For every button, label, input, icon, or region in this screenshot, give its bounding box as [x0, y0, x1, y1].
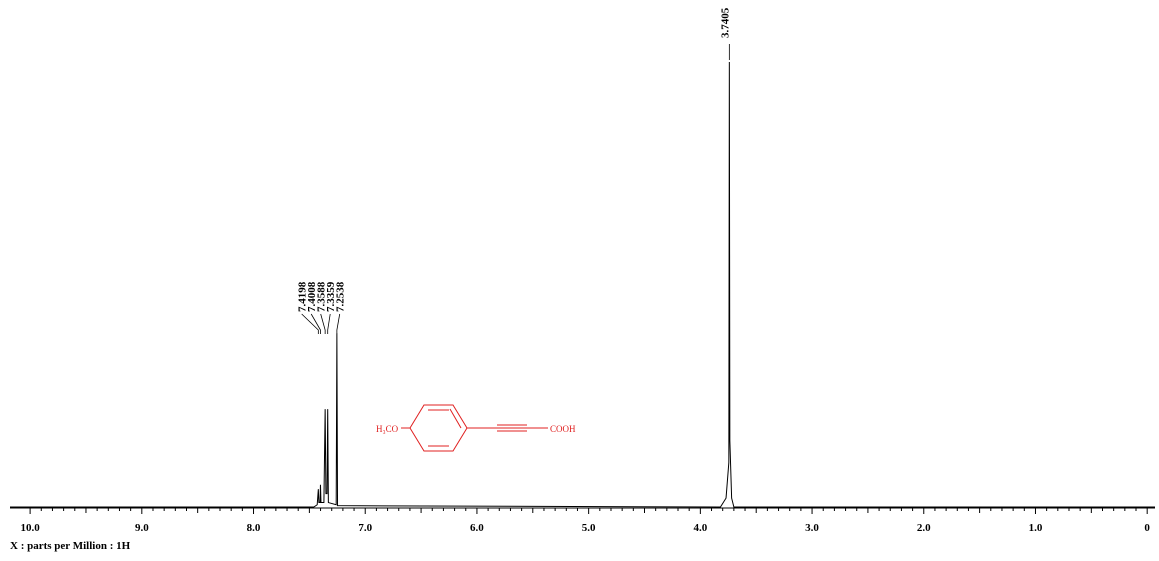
peak-label: 7.4198 [297, 281, 309, 312]
peak-label: 3.7405 [719, 7, 731, 38]
peak-label: 7.3588 [316, 281, 328, 312]
peak-connector [336, 313, 341, 334]
structure-left: H₃CO [376, 424, 399, 434]
peak-label: 7.4008 [306, 281, 318, 312]
structure-right: COOH [550, 424, 576, 434]
x-tick-label: 5.0 [582, 522, 596, 534]
structure: H₃CO COOH [376, 404, 576, 452]
peak-connector [310, 313, 321, 334]
x-tick-label: 1.0 [1029, 522, 1043, 534]
x-tick-label: 7.0 [358, 522, 372, 534]
spectrum-line [10, 61, 1155, 508]
x-tick-label: 2.0 [917, 522, 931, 534]
axis-label: X : parts per Million : 1H [10, 540, 131, 552]
x-tick-label: 6.0 [470, 522, 484, 534]
x-tick-label: 0 [1144, 522, 1150, 534]
peak-connector [320, 313, 326, 334]
peak-connector [301, 313, 319, 334]
x-tick-label: 3.0 [805, 522, 819, 534]
peak-label: 7.3359 [325, 281, 337, 312]
x-tick-label: 8.0 [247, 522, 261, 534]
x-tick-label: 10.0 [20, 522, 40, 534]
x-tick-label: 9.0 [135, 522, 149, 534]
x-tick-label: 4.0 [693, 522, 707, 534]
peak-connector [327, 313, 331, 334]
peak-label: 7.2538 [335, 281, 347, 312]
